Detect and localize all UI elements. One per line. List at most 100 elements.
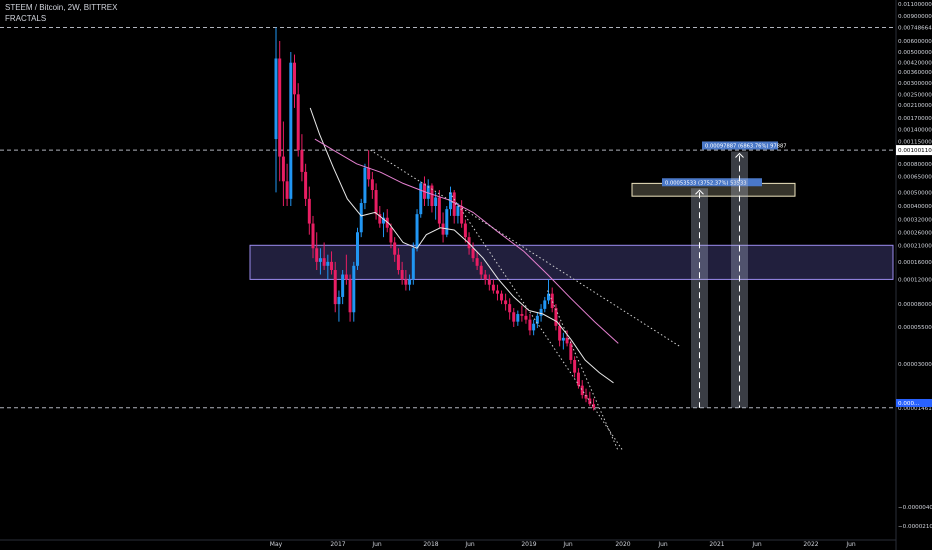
candle-body-32 [393,242,397,255]
price-tick-17: 0.00040000 [898,204,932,210]
current-price-tag: 0.000... [898,401,920,407]
time-tick-4: Jun [464,541,475,548]
candle-body-10 [311,223,315,249]
price-tick-18: 0.00032000 [898,218,932,224]
candle-body-6 [296,94,300,151]
price-tick-4: 0.00500000 [898,50,932,56]
measure-label-bg-0 [662,178,762,187]
price-tick-2: 0.00748664 [898,25,932,31]
candle-body-56 [483,274,487,280]
price-tick-11: 0.00140000 [898,128,932,134]
candle-body-13 [322,258,326,266]
price-tick-20: 0.00021000 [898,243,932,249]
candle-body-76 [561,337,565,341]
time-tick-10: Jun [751,541,762,548]
time-tick-7: 2020 [615,541,630,548]
price-tick-22: 0.00012000 [898,277,932,283]
candle-body-51 [463,223,467,238]
candle-body-12 [318,258,322,262]
candle-body-75 [558,325,562,341]
time-tick-5: 2019 [521,541,536,548]
price-tick-23: 0.00008000 [898,302,932,308]
candle-body-0 [274,58,278,140]
candle-body-78 [569,343,573,360]
candle-body-48 [452,192,456,216]
candle-body-27 [374,190,378,215]
candle-body-69 [535,315,539,324]
candle-body-64 [516,314,520,322]
candle-body-52 [467,237,471,249]
candle-body-37 [411,248,415,280]
candle-body-3 [285,181,289,199]
candle-body-9 [307,198,311,224]
time-tick-0: May [270,541,283,548]
measure-arrow-head-0 [695,189,704,195]
measure-label-bg-1 [702,141,778,150]
candle-body-49 [456,206,460,216]
price-tick-14: 0.00080000 [898,162,932,168]
candle-body-67 [528,319,532,331]
candle-body-8 [304,171,308,199]
candle-body-61 [504,300,508,305]
candle-body-59 [495,290,499,294]
candle-body-63 [512,312,516,322]
trendline-0 [370,149,681,347]
candle-body-23 [359,203,363,233]
candle-body-71 [543,300,547,309]
candle-body-54 [475,258,479,266]
price-tick-16: 0.00050000 [898,190,932,196]
candle-body-83 [588,398,592,405]
candle-body-81 [580,385,584,396]
candle-body-70 [539,308,543,316]
candle-body-62 [508,304,512,313]
current-price-tag-bg [896,398,932,407]
candle-body-16 [333,270,337,305]
candle-body-72 [547,293,550,301]
price-tick-12: 0.00115000 [898,140,932,146]
candle-body-24 [363,167,367,204]
candle-body-18 [341,274,345,297]
price-tag-level: 0.00100110 [898,148,932,154]
time-tick-9: 2021 [709,541,724,548]
moving-average-fast [309,107,614,384]
candle-body-14 [326,261,330,266]
price-tag-level-bg [896,145,932,156]
candle-body-82 [584,395,588,399]
candle-body-15 [330,261,334,271]
indicator-label: FRACTALS [5,14,47,23]
candle-body-55 [479,265,483,275]
price-tick-7: 0.00300000 [898,81,932,87]
time-tick-11: 2022 [803,541,818,548]
measure-label-0: 0.00053533 (3752.37%) 53533 [665,180,747,186]
candle-body-19 [344,274,348,280]
price-tick-10: 0.00170000 [898,116,932,122]
candle-body-44 [437,197,441,224]
candle-body-11 [315,248,319,262]
candle-body-74 [554,308,558,326]
candle-body-26 [370,179,374,191]
candle-body-43 [434,197,438,207]
candle-body-42 [430,185,434,207]
candle-body-65 [520,314,524,316]
price-tick-5: 0.00420000 [898,61,932,67]
candle-body-53 [471,248,475,259]
price-tick-25: 0.00003000 [898,362,932,368]
candle-body-17 [337,296,341,305]
time-tick-8: Jun [657,541,668,548]
candle-body-28 [378,214,382,224]
price-tick-26: 0.00001461 [898,406,932,412]
candle-body-7 [300,150,304,172]
candle-body-31 [389,227,393,243]
symbol-title: STEEM / Bitcoin, 2W, BITTREX [5,3,118,12]
trendline-2 [547,290,619,452]
candle-body-79 [573,359,577,373]
time-tick-2: Jun [371,541,382,548]
candle-body-73 [550,293,554,309]
time-tick-3: 2018 [423,541,438,548]
candle-body-60 [500,293,504,301]
candle-body-29 [382,217,386,224]
price-tick-3: 0.00600000 [898,39,932,45]
